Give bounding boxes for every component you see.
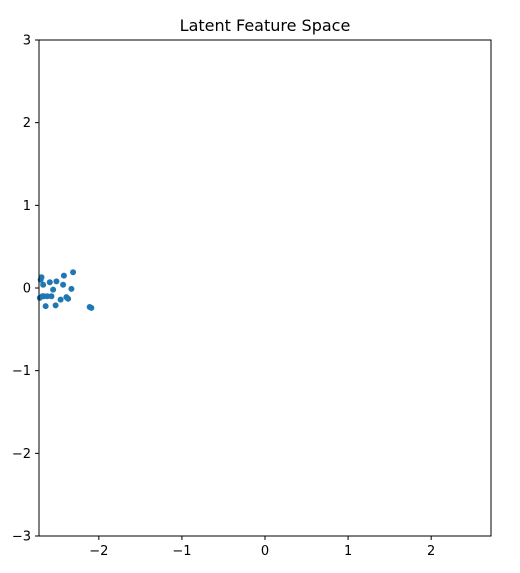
y-tick-label: 2 xyxy=(23,116,31,131)
y-tick-label: 1 xyxy=(23,199,31,214)
y-tick-label: 0 xyxy=(23,282,31,297)
x-tick-label: −1 xyxy=(172,544,191,559)
data-point-13 xyxy=(58,297,64,303)
y-tick-label: −1 xyxy=(12,364,31,379)
data-point-10 xyxy=(50,287,56,293)
data-point-19 xyxy=(70,269,76,275)
data-point-21 xyxy=(88,305,94,311)
x-tick-label: 1 xyxy=(344,544,352,559)
x-tick-label: 2 xyxy=(427,544,435,559)
x-tick-label: 0 xyxy=(261,544,269,559)
data-point-8 xyxy=(47,279,53,285)
data-point-9 xyxy=(48,293,54,299)
data-point-4 xyxy=(40,282,46,288)
data-point-6 xyxy=(43,303,49,309)
x-tick-label: −2 xyxy=(89,544,108,559)
y-tick-label: −2 xyxy=(12,447,31,462)
data-point-14 xyxy=(60,282,66,288)
y-axis: −3 −2 −1 0 1 2 3 xyxy=(12,34,39,545)
data-point-18 xyxy=(68,286,74,292)
y-tick-label: −3 xyxy=(12,530,31,545)
data-point-12 xyxy=(53,278,59,284)
points-layer xyxy=(37,269,95,311)
y-tick-label: 3 xyxy=(23,34,31,49)
chart-title: Latent Feature Space xyxy=(180,16,351,35)
plot-area-frame xyxy=(39,40,491,536)
data-point-17 xyxy=(65,296,71,302)
x-axis: −2 −1 0 1 2 xyxy=(89,536,435,559)
data-point-15 xyxy=(61,273,67,279)
data-point-11 xyxy=(53,302,59,308)
